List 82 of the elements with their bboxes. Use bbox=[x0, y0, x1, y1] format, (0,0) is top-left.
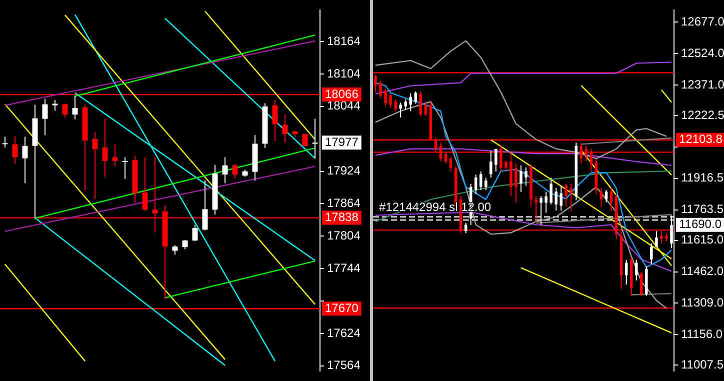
candlestick bbox=[409, 92, 412, 112]
candlestick bbox=[544, 192, 548, 214]
candlestick bbox=[604, 189, 608, 203]
candlestick bbox=[389, 92, 392, 108]
candlestick bbox=[42, 98, 48, 136]
candlestick bbox=[449, 156, 452, 172]
candlestick bbox=[12, 136, 18, 164]
candlestick bbox=[464, 222, 468, 234]
candlestick bbox=[2, 136, 8, 148]
y-tick-label: 12222.5 bbox=[681, 108, 724, 122]
y-tick-label: 11763.5 bbox=[681, 202, 724, 216]
candlestick bbox=[490, 150, 492, 178]
y-tick-label: 18164 bbox=[327, 34, 361, 48]
candlestick bbox=[379, 80, 382, 98]
candlestick bbox=[282, 114, 288, 144]
y-tick-label: 18104 bbox=[327, 66, 361, 80]
y-tick-label: 12524.0 bbox=[681, 46, 724, 60]
ref-line-label: 17670 bbox=[325, 300, 359, 315]
y-tick-label: 11615.0 bbox=[681, 232, 724, 247]
candlestick bbox=[192, 224, 198, 242]
candlestick bbox=[655, 230, 658, 248]
candlestick bbox=[610, 187, 613, 212]
candlestick bbox=[419, 90, 422, 117]
y-tick-label: 11309.0 bbox=[681, 296, 724, 310]
ref-line-label: 17838 bbox=[325, 210, 359, 224]
candlestick bbox=[520, 164, 522, 193]
candlestick bbox=[52, 99, 58, 112]
text: 11690.0 bbox=[679, 217, 722, 232]
candlestick bbox=[634, 259, 638, 281]
candlestick bbox=[172, 244, 178, 256]
y-tick-label: 17864 bbox=[327, 196, 361, 210]
candlestick bbox=[550, 177, 552, 205]
candlestick bbox=[182, 239, 188, 250]
candlestick bbox=[22, 136, 28, 184]
candlestick bbox=[640, 272, 643, 296]
y-tick-label: 17744 bbox=[327, 260, 361, 275]
y-tick-label: 17924 bbox=[327, 164, 361, 178]
candlestick bbox=[650, 242, 653, 264]
candlestick bbox=[534, 196, 538, 224]
y-tick-label: 12677.0 bbox=[681, 14, 724, 28]
candlestick bbox=[202, 180, 208, 231]
candlestick bbox=[564, 183, 568, 207]
candlestick bbox=[62, 103, 68, 118]
y-tick-label: 17564 bbox=[327, 358, 361, 372]
candlestick bbox=[404, 99, 407, 110]
candlestick bbox=[524, 166, 528, 186]
y-tick-label: 11916.5 bbox=[681, 170, 724, 185]
candlestick bbox=[504, 160, 508, 172]
candlestick bbox=[514, 162, 518, 203]
y-tick-label: 11007.5 bbox=[681, 357, 724, 372]
candlestick bbox=[92, 131, 98, 200]
candlestick bbox=[479, 170, 482, 190]
y-tick-label: 11156.0 bbox=[681, 326, 723, 341]
y-tick-label: 12371.0 bbox=[681, 77, 724, 92]
ref-line-label: 18066 bbox=[325, 86, 359, 101]
y-tick-label: 11462.0 bbox=[681, 264, 724, 278]
y-tick-label: 17804 bbox=[327, 228, 361, 242]
annotation: 17977 bbox=[325, 134, 359, 149]
candlestick bbox=[600, 187, 603, 207]
candlestick bbox=[102, 118, 108, 178]
candlestick bbox=[222, 156, 228, 184]
candlestick bbox=[494, 148, 498, 172]
candlestick bbox=[142, 156, 148, 212]
candlestick bbox=[112, 144, 118, 166]
candlestick bbox=[424, 101, 428, 117]
candlestick bbox=[232, 164, 238, 179]
ref-line-label: 12103.8 bbox=[679, 132, 723, 146]
candlestick bbox=[484, 177, 488, 190]
candlestick bbox=[384, 88, 387, 106]
candlestick bbox=[394, 99, 397, 112]
candlestick bbox=[474, 174, 478, 195]
candlestick bbox=[272, 99, 278, 142]
candlestick bbox=[560, 185, 563, 212]
candlestick bbox=[122, 156, 128, 180]
y-tick-label: 18044 bbox=[327, 98, 361, 113]
candlestick bbox=[302, 134, 308, 147]
candlestick bbox=[399, 102, 402, 118]
candlestick bbox=[72, 95, 78, 120]
candlestick bbox=[570, 183, 573, 212]
y-tick-label: 17624 bbox=[327, 326, 361, 340]
candlestick bbox=[624, 259, 628, 286]
candlestick bbox=[554, 187, 558, 212]
